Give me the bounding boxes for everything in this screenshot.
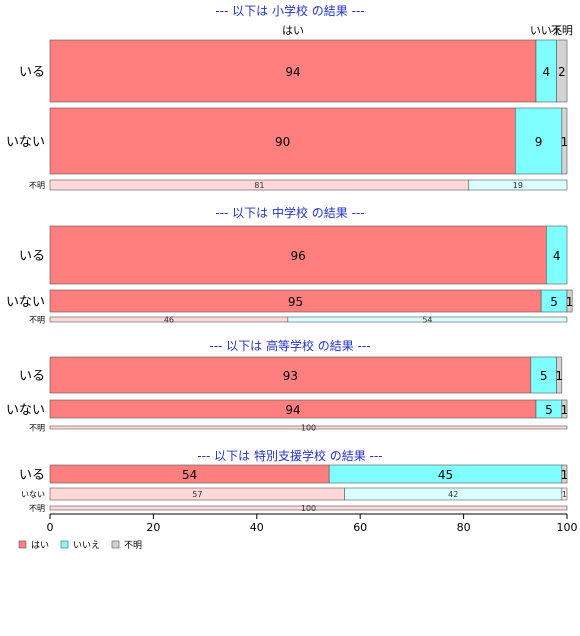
- data-label: 5: [550, 295, 558, 309]
- row-label: 不明: [29, 504, 45, 513]
- panel-title: --- 以下は 特別支援学校 の結果 ---: [197, 448, 382, 463]
- bar-segment: [566, 289, 573, 313]
- x-tick-label: 0: [47, 521, 54, 534]
- panel-title: --- 以下は 中学校 の結果 ---: [215, 205, 364, 220]
- data-label: 5: [545, 403, 553, 417]
- data-label: 5: [540, 369, 548, 383]
- row-label: いない: [6, 403, 45, 418]
- row-label: いる: [19, 65, 45, 80]
- panel-title: --- 以下は 小学校 の結果 ---: [215, 3, 364, 18]
- data-label: 54: [182, 468, 197, 482]
- bar-segment: [49, 505, 568, 511]
- row-label: いない: [21, 490, 45, 499]
- row-label: いる: [19, 249, 45, 264]
- legend-label: 不明: [124, 540, 142, 551]
- data-label: 2: [558, 65, 566, 79]
- data-label: 1: [566, 295, 574, 309]
- data-label: 96: [291, 249, 306, 263]
- data-label: 19: [513, 181, 523, 190]
- column-label: はい: [282, 24, 304, 37]
- data-label: 95: [288, 295, 303, 309]
- data-label: 57: [192, 490, 202, 499]
- bar-segment: [287, 316, 568, 323]
- data-label: 45: [438, 468, 453, 482]
- panel-title: --- 以下は 高等学校 の結果 ---: [209, 338, 370, 353]
- row-label: いない: [6, 295, 45, 310]
- bar-segment: [546, 225, 568, 285]
- data-label: 94: [285, 403, 300, 417]
- data-label: 4: [553, 249, 561, 263]
- x-tick-label: 100: [557, 521, 578, 534]
- x-tick-label: 60: [353, 521, 367, 534]
- bar-segment: [514, 107, 563, 175]
- row-label: 不明: [29, 424, 45, 433]
- data-label: 9: [535, 135, 543, 149]
- row-label: 不明: [29, 181, 45, 190]
- data-label: 81: [254, 181, 264, 190]
- data-label: 90: [275, 135, 290, 149]
- bar-segment: [556, 356, 563, 394]
- row-label: いない: [6, 135, 45, 150]
- data-label: 4: [542, 65, 550, 79]
- x-tick-label: 80: [457, 521, 471, 534]
- legend-swatch: [18, 540, 27, 549]
- data-label: 100: [301, 504, 316, 513]
- row-label: いる: [19, 369, 45, 384]
- data-label: 54: [422, 316, 432, 325]
- data-label: 46: [164, 316, 174, 325]
- bar-segment: [49, 425, 568, 430]
- bar-segment: [561, 399, 568, 419]
- bar-segment: [49, 225, 547, 285]
- row-label: 不明: [29, 316, 45, 325]
- legend-swatch: [60, 540, 69, 549]
- row-label: いる: [19, 468, 45, 483]
- bar-segment: [561, 107, 568, 175]
- data-label: 1: [561, 468, 569, 482]
- bar-segment: [49, 39, 537, 103]
- data-label: 1: [561, 135, 569, 149]
- data-label: 1: [555, 369, 563, 383]
- column-label: 不明: [551, 24, 573, 37]
- column-label: いいえ: [530, 24, 563, 37]
- legend-swatch: [111, 540, 120, 549]
- data-label: 42: [448, 490, 458, 499]
- x-tick-label: 20: [146, 521, 160, 534]
- bar-segment: [561, 464, 568, 484]
- legend-label: いいえ: [73, 540, 100, 551]
- bar-segment: [468, 179, 568, 191]
- data-label: 93: [283, 369, 298, 383]
- data-label: 100: [301, 424, 316, 433]
- x-tick-label: 40: [250, 521, 264, 534]
- data-label: 1: [562, 490, 567, 499]
- legend-label: はい: [31, 540, 49, 551]
- bar-segment: [561, 487, 568, 501]
- bar-segment: [49, 356, 532, 394]
- data-label: 94: [285, 65, 300, 79]
- data-label: 1: [561, 403, 569, 417]
- bar-segment: [556, 39, 568, 103]
- bar-segment: [49, 107, 516, 175]
